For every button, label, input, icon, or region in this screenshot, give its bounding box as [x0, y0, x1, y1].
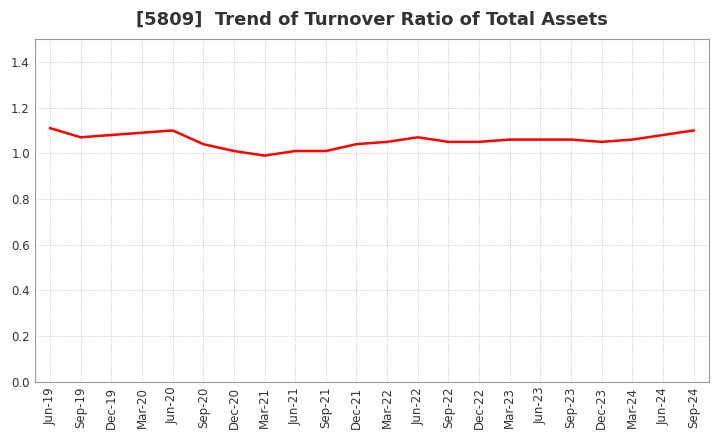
Title: [5809]  Trend of Turnover Ratio of Total Assets: [5809] Trend of Turnover Ratio of Total …	[136, 11, 608, 29]
